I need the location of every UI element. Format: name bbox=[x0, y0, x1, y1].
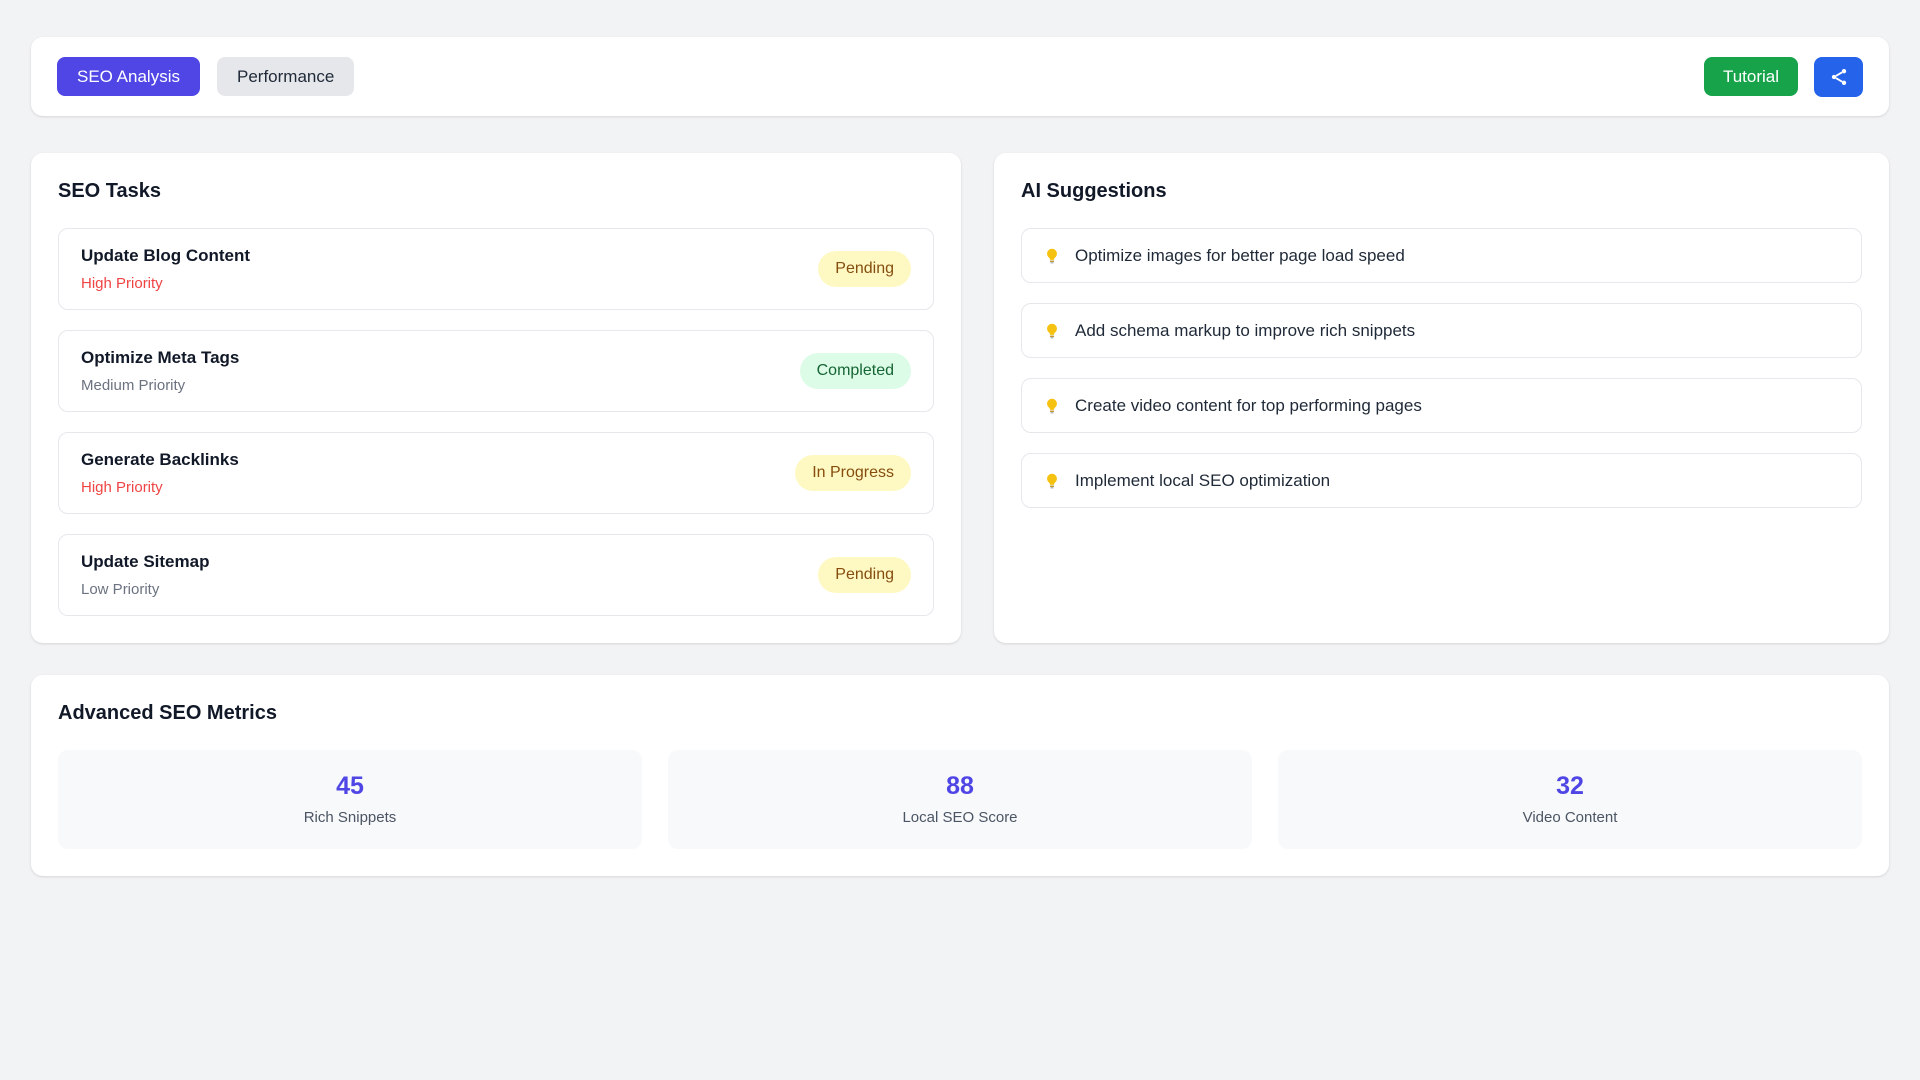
suggestion-text: Add schema markup to improve rich snippe… bbox=[1075, 320, 1416, 340]
metrics-row: 45 Rich Snippets 88 Local SEO Score 32 V… bbox=[58, 750, 1862, 849]
metric-box: 45 Rich Snippets bbox=[58, 750, 642, 849]
toolbar-actions: Tutorial bbox=[1703, 56, 1863, 97]
toolbar-tabs: SEO Analysis Performance bbox=[57, 57, 355, 96]
page: SEO Analysis Performance Tutorial SEO Ta bbox=[31, 37, 1889, 876]
share-button[interactable] bbox=[1814, 56, 1863, 97]
task-status-badge: Completed bbox=[799, 353, 911, 389]
metric-label: Video Content bbox=[1522, 809, 1618, 826]
task-name: Optimize Meta Tags bbox=[81, 348, 240, 367]
task-priority: High Priority bbox=[81, 275, 163, 292]
metric-value: 45 bbox=[336, 772, 364, 800]
task-name: Update Sitemap bbox=[81, 552, 210, 571]
suggestion-text: Optimize images for better page load spe… bbox=[1075, 245, 1405, 265]
suggestion-item: Add schema markup to improve rich snippe… bbox=[1021, 303, 1862, 358]
task-item: Generate Backlinks High Priority In Prog… bbox=[58, 432, 934, 514]
suggestion-item: Create video content for top performing … bbox=[1021, 378, 1862, 433]
main-content: SEO Tasks Update Blog Content High Prior… bbox=[31, 153, 1889, 643]
lightbulb-icon bbox=[1043, 247, 1061, 265]
seo-tasks-card: SEO Tasks Update Blog Content High Prior… bbox=[31, 153, 961, 643]
advanced-seo-metrics-title: Advanced SEO Metrics bbox=[58, 702, 277, 724]
lightbulb-icon bbox=[1043, 322, 1061, 340]
share-icon bbox=[1829, 67, 1849, 87]
metric-label: Local SEO Score bbox=[902, 809, 1018, 826]
task-item: Update Sitemap Low Priority Pending bbox=[58, 534, 934, 616]
advanced-seo-metrics-card: Advanced SEO Metrics 45 Rich Snippets 88… bbox=[31, 675, 1889, 876]
suggestion-item: Implement local SEO optimization bbox=[1021, 453, 1862, 508]
task-status-badge: Pending bbox=[818, 251, 911, 287]
tab-seo-analysis[interactable]: SEO Analysis bbox=[57, 57, 200, 96]
suggestion-item: Optimize images for better page load spe… bbox=[1021, 228, 1862, 283]
tab-performance[interactable]: Performance bbox=[217, 57, 355, 96]
task-priority: Low Priority bbox=[81, 581, 160, 598]
task-status-badge: Pending bbox=[818, 557, 911, 593]
task-item: Optimize Meta Tags Medium Priority Compl… bbox=[58, 330, 934, 412]
ai-suggestions-list: Optimize images for better page load spe… bbox=[1021, 228, 1862, 508]
metric-value: 32 bbox=[1556, 772, 1584, 800]
task-name: Update Blog Content bbox=[81, 246, 251, 265]
task-info: Update Sitemap Low Priority bbox=[81, 552, 209, 598]
suggestion-text: Implement local SEO optimization bbox=[1075, 470, 1331, 490]
seo-tasks-title: SEO Tasks bbox=[58, 180, 162, 202]
task-item: Update Blog Content High Priority Pendin… bbox=[58, 228, 934, 310]
task-priority: High Priority bbox=[81, 479, 163, 496]
lightbulb-icon bbox=[1043, 397, 1061, 415]
toolbar: SEO Analysis Performance Tutorial bbox=[31, 37, 1889, 116]
task-info: Update Blog Content High Priority bbox=[81, 246, 250, 292]
tutorial-button[interactable]: Tutorial bbox=[1703, 57, 1798, 96]
metric-box: 88 Local SEO Score bbox=[668, 750, 1252, 849]
task-status-badge: In Progress bbox=[795, 455, 911, 491]
metric-label: Rich Snippets bbox=[303, 809, 397, 826]
ai-suggestions-title: AI Suggestions bbox=[1021, 180, 1167, 202]
seo-tasks-list: Update Blog Content High Priority Pendin… bbox=[58, 228, 934, 616]
metric-box: 32 Video Content bbox=[1278, 750, 1862, 849]
metric-value: 88 bbox=[946, 772, 974, 800]
task-info: Optimize Meta Tags Medium Priority bbox=[81, 348, 239, 394]
task-info: Generate Backlinks High Priority bbox=[81, 450, 239, 496]
ai-suggestions-card: AI Suggestions Optimize images for bette… bbox=[994, 153, 1889, 643]
task-priority: Medium Priority bbox=[81, 377, 186, 394]
suggestion-text: Create video content for top performing … bbox=[1075, 395, 1422, 415]
lightbulb-icon bbox=[1043, 472, 1061, 490]
task-name: Generate Backlinks bbox=[81, 450, 239, 469]
